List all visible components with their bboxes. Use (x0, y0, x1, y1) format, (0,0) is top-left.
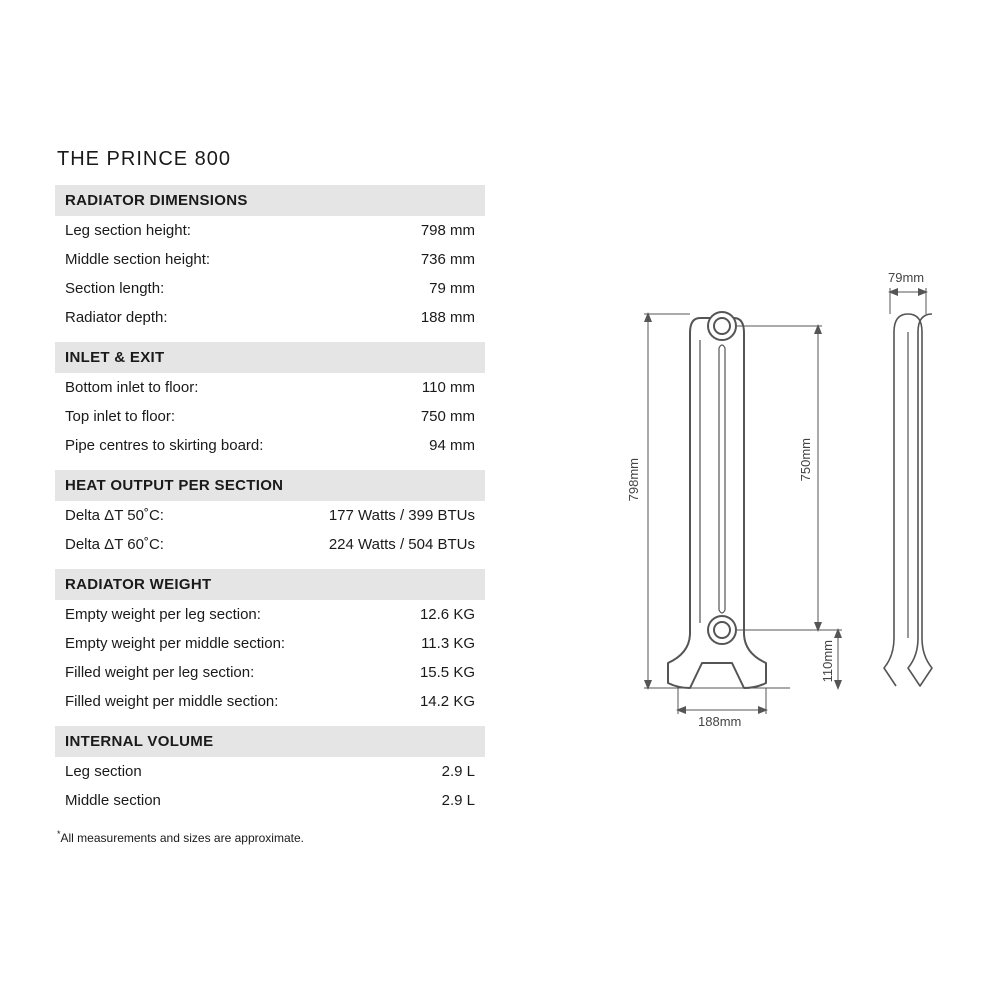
section-header: INTERNAL VOLUME (55, 726, 485, 757)
spec-sections: RADIATOR DIMENSIONSLeg section height:79… (55, 185, 485, 815)
spec-value: 750 mm (421, 408, 475, 425)
spec-panel: THE PRINCE 800 RADIATOR DIMENSIONSLeg se… (55, 148, 485, 845)
spec-label: Pipe centres to skirting board: (65, 437, 429, 454)
spec-label: Middle section height: (65, 251, 421, 268)
spec-row: Delta ΔT 50˚C:177 Watts / 399 BTUs (55, 501, 485, 530)
spec-label: Bottom inlet to floor: (65, 379, 422, 396)
spec-value: 110 mm (422, 379, 475, 396)
section-header: RADIATOR WEIGHT (55, 569, 485, 600)
spec-row: Leg section2.9 L (55, 757, 485, 786)
spec-value: 798 mm (421, 222, 475, 239)
spec-label: Leg section height: (65, 222, 421, 239)
spec-row: Top inlet to floor:750 mm (55, 402, 485, 431)
spec-row: Empty weight per middle section:11.3 KG (55, 629, 485, 658)
spec-label: Empty weight per middle section: (65, 635, 421, 652)
spec-row: Bottom inlet to floor:110 mm (55, 373, 485, 402)
spec-value: 94 mm (429, 437, 475, 454)
radiator-drawing-icon (630, 278, 960, 728)
section-header: HEAT OUTPUT PER SECTION (55, 470, 485, 501)
spec-row: Filled weight per middle section:14.2 KG (55, 687, 485, 716)
spec-label: Filled weight per middle section: (65, 693, 420, 710)
spec-value: 188 mm (421, 309, 475, 326)
spec-value: 79 mm (429, 280, 475, 297)
dim-inlet-bottom: 110mm (820, 640, 835, 682)
spec-label: Section length: (65, 280, 429, 297)
footnote: *All measurements and sizes are approxim… (57, 829, 485, 845)
spec-row: Middle section height:736 mm (55, 245, 485, 274)
dimension-diagram: 798mm 750mm 110mm 188mm 79mm (630, 278, 960, 728)
spec-row: Section length:79 mm (55, 274, 485, 303)
spec-label: Radiator depth: (65, 309, 421, 326)
spec-value: 15.5 KG (420, 664, 475, 681)
spec-value: 11.3 KG (421, 635, 475, 652)
spec-row: Radiator depth:188 mm (55, 303, 485, 332)
product-title: THE PRINCE 800 (57, 148, 485, 171)
spec-value: 736 mm (421, 251, 475, 268)
spec-label: Delta ΔT 60˚C: (65, 536, 329, 553)
spec-label: Empty weight per leg section: (65, 606, 420, 623)
spec-value: 2.9 L (442, 792, 475, 809)
spec-label: Filled weight per leg section: (65, 664, 420, 681)
section-header: INLET & EXIT (55, 342, 485, 373)
spec-row: Empty weight per leg section:12.6 KG (55, 600, 485, 629)
spec-value: 2.9 L (442, 763, 475, 780)
spec-label: Leg section (65, 763, 442, 780)
section-header: RADIATOR DIMENSIONS (55, 185, 485, 216)
dim-height-right: 750mm (798, 438, 813, 481)
spec-label: Middle section (65, 792, 442, 809)
spec-row: Pipe centres to skirting board:94 mm (55, 431, 485, 460)
spec-value: 12.6 KG (420, 606, 475, 623)
spec-row: Middle section2.9 L (55, 786, 485, 815)
spec-value: 224 Watts / 504 BTUs (329, 536, 475, 553)
spec-row: Leg section height:798 mm (55, 216, 485, 245)
spec-label: Delta ΔT 50˚C: (65, 507, 329, 524)
spec-value: 177 Watts / 399 BTUs (329, 507, 475, 524)
spec-row: Filled weight per leg section:15.5 KG (55, 658, 485, 687)
spec-label: Top inlet to floor: (65, 408, 421, 425)
spec-value: 14.2 KG (420, 693, 475, 710)
dim-height-left: 798mm (626, 458, 641, 501)
dim-width-top: 79mm (888, 270, 924, 285)
dim-depth-bottom: 188mm (698, 714, 741, 729)
spec-row: Delta ΔT 60˚C:224 Watts / 504 BTUs (55, 530, 485, 559)
